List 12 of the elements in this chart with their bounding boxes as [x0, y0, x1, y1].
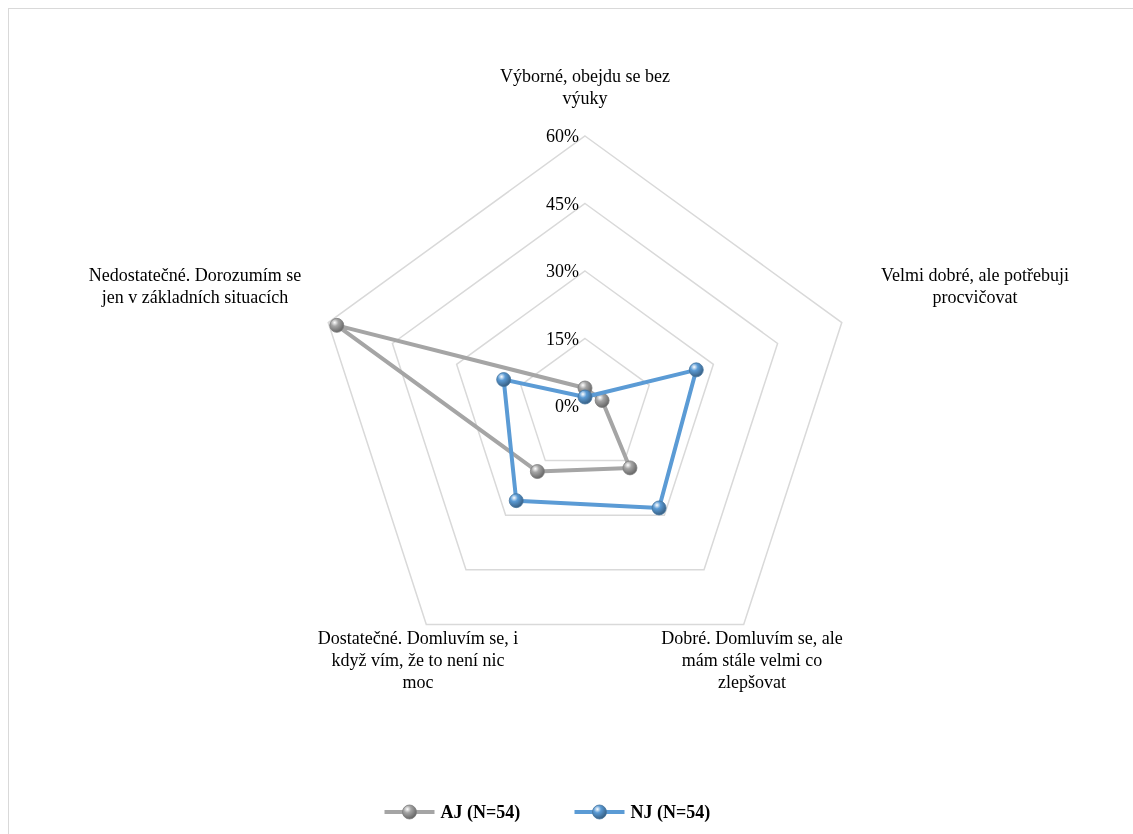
spoke-label: Nedostatečné. Dorozumím se jen v základních situacích	[88, 264, 302, 307]
y-tick-label: 0%	[555, 396, 579, 416]
spoke-label: Dostatečné. Domluvím se, i když vím, že to není nic moc	[317, 627, 519, 692]
y-tick-label: 45%	[546, 193, 579, 214]
y-tick-label: 30%	[546, 261, 579, 281]
legend-label: AJ (N=54)	[440, 802, 521, 823]
spoke-label: Výborné, obejdu se bez výuky	[500, 66, 670, 108]
spoke-label: Velmi dobré, ale potřebuji procvičovat	[880, 264, 1069, 307]
y-tick-label: 60%	[546, 126, 579, 146]
spoke-label: Dobré. Domluvím se, ale mám stále velmi co zlepšovat	[661, 627, 843, 692]
legend-label: NJ (N=54)	[630, 802, 711, 823]
y-tick-label: 15%	[546, 328, 579, 349]
